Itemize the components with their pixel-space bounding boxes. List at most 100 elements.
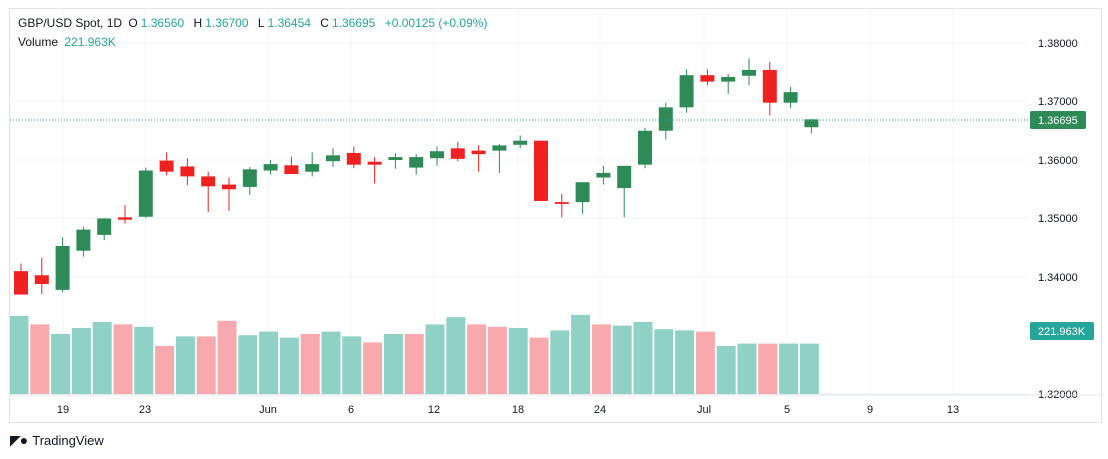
volume-bar [279,337,299,394]
candle-down [700,75,715,82]
time-tick-label: 18 [512,404,524,416]
volume-bar [487,326,507,394]
volume-bar [467,324,487,394]
candle-up [76,229,91,251]
candle-up [658,107,673,131]
candle-up [721,76,736,82]
ohlc-legend: GBP/USD Spot, 1D O 1.36560 H 1.36700 L 1.36… [18,16,493,30]
candle-down [14,271,28,295]
volume-bar [92,322,112,394]
change-value: +0.00125 (+0.09%) [384,16,488,30]
candle-up [388,157,403,160]
volume-bar [342,336,362,394]
time-tick-label: Jun [259,404,277,416]
volume-bar [71,328,91,394]
candle-up [138,170,153,217]
price-tick-label: 1.38000 [1038,38,1078,50]
volume-bar [425,324,445,394]
candle-down [367,161,382,165]
candle-down [159,160,174,172]
candle-up [575,182,590,203]
volume-label: Volume [18,35,59,49]
volume-bar [155,346,175,394]
candle-down [34,275,49,285]
volume-bar [404,334,424,394]
candle-up [513,140,528,145]
low-label: L [257,16,265,30]
volume-bar [758,343,778,394]
volume-bar [446,317,466,394]
high-label: H [193,16,203,30]
open-value: 1.36560 [140,16,185,30]
candle-up [326,155,340,162]
price-tick-label: 1.36000 [1038,155,1078,167]
candle-up [409,157,424,168]
volume-bar [612,325,632,394]
last-price-badge [1030,111,1086,129]
open-label: O [128,16,138,30]
symbol-title: GBP/USD Spot, 1D [18,16,123,30]
close-value: 1.36695 [331,16,376,30]
volume-bar [529,337,549,394]
volume-bar [654,329,674,394]
volume-bar [51,334,71,394]
candle-up [263,164,278,171]
candle-up [242,169,257,187]
volume-bar [716,346,736,394]
candle-down [284,165,299,175]
volume-bar [134,326,154,394]
candle-up [430,151,444,159]
volume-legend: Volume 221.963K [18,35,122,49]
volume-bar [217,320,237,394]
time-tick-label: 9 [867,404,873,416]
candle-down [554,202,569,204]
close-label: C [320,16,329,30]
volume-bar [799,343,819,394]
volume-bar [779,343,799,394]
candle-down [534,140,548,201]
volume-bar [321,331,341,394]
volume-bar [10,316,29,394]
candle-up [783,92,798,103]
price-tick-label: 1.37000 [1038,96,1078,108]
volume-bar [363,342,383,394]
volume-value: 221.963K [64,35,116,49]
candle-down [180,166,195,177]
time-tick-label: 19 [57,404,69,416]
candle-up [679,75,694,108]
time-tick-label: 6 [348,404,354,416]
time-tick-label: 24 [594,404,606,416]
candle-up [638,130,652,165]
volume-bar [238,335,258,394]
candle-down [450,148,465,159]
time-tick-label: 5 [784,404,790,416]
high-value: 1.36700 [205,16,249,30]
candle-down [471,150,486,155]
candle-down [762,69,777,103]
volume-bar [591,324,611,394]
candle-down [118,217,132,220]
last-volume-value: 221.963K [1038,326,1086,338]
volume-bar [508,328,528,394]
volume-bar [30,324,50,394]
candle-down [346,152,361,165]
tradingview-brand[interactable]: ◤● TradingView [10,432,104,449]
candle-up [742,69,756,76]
candle-up [97,218,112,235]
price-chart[interactable]: 1.380001.370001.360001.350001.340001.320… [10,9,1103,424]
candle-up [55,245,70,290]
volume-bar [675,330,695,394]
volume-bar [383,334,403,394]
candle-down [222,184,236,190]
candle-up [617,165,632,189]
time-tick-label: 23 [139,404,151,416]
volume-bar [571,314,591,394]
volume-bar [737,343,757,394]
volume-bar [300,334,320,394]
volume-bar [550,330,570,394]
candle-down [201,176,216,187]
candle-up [804,119,819,128]
chart-area[interactable]: 1.38000 1.37000 1.36000 1.35000 1.34000 1.320… [9,8,1103,424]
volume-bar [695,331,715,394]
candle-up [492,145,507,151]
